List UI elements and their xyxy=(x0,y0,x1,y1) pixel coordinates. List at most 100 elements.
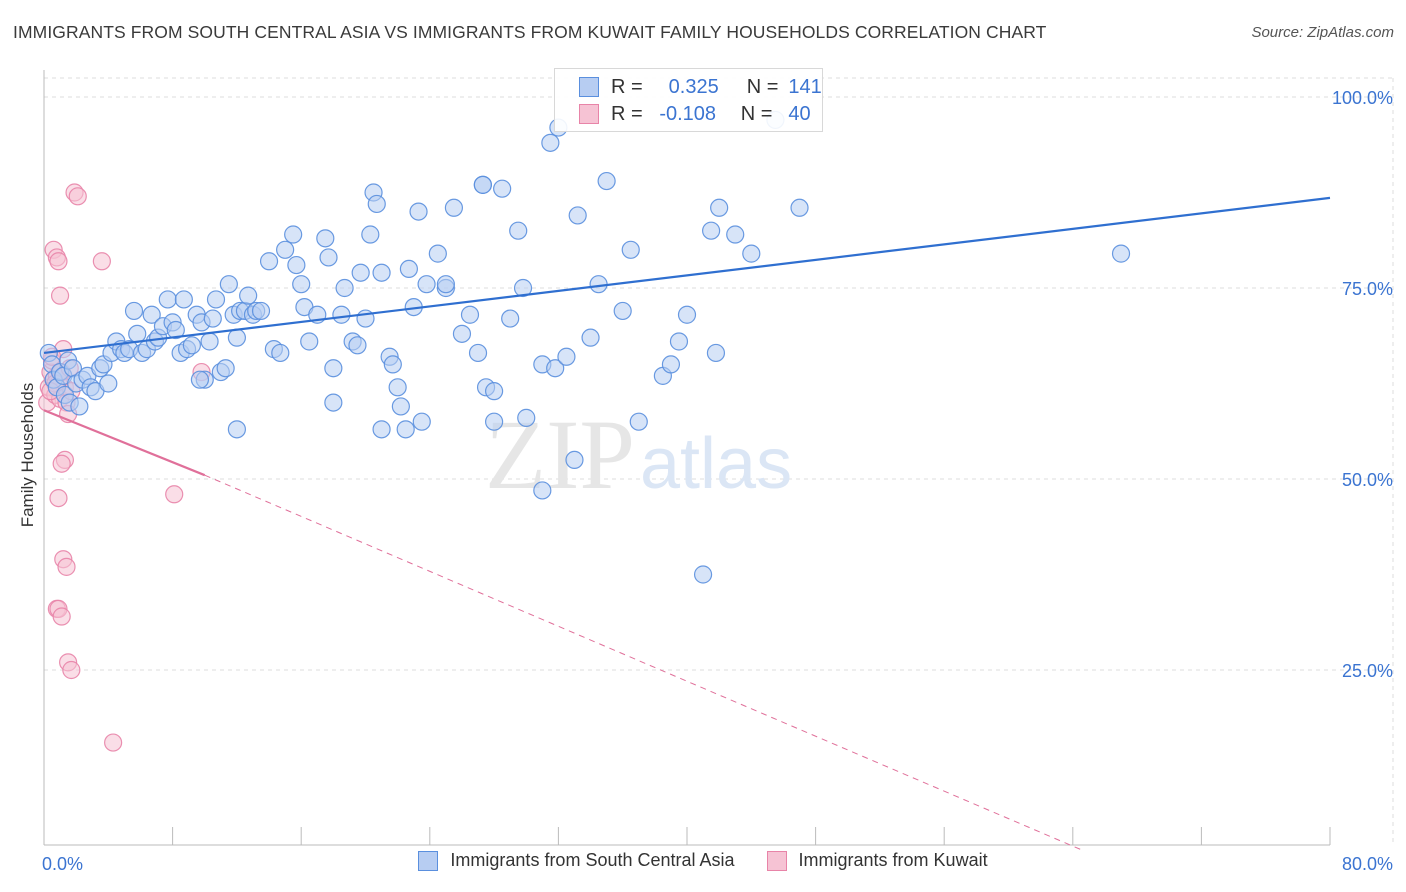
kuwait-point-30 xyxy=(62,660,81,680)
legend-label-kuwait: Immigrants from Kuwait xyxy=(798,850,988,870)
south-central-asia-point-34 xyxy=(166,320,185,340)
south-central-asia-point-107 xyxy=(557,347,576,366)
south-central-asia-point-110 xyxy=(581,328,600,347)
watermark-zip: ZIP xyxy=(485,399,635,510)
south-central-asia-point-24 xyxy=(124,301,144,321)
y-tick-label-75: 75.0% xyxy=(1342,279,1393,299)
south-central-asia-point-133 xyxy=(324,393,343,412)
y-tick-label-50: 50.0% xyxy=(1342,470,1393,490)
south-central-asia-point-86 xyxy=(409,202,428,221)
watermark: ZIP atlas xyxy=(485,399,792,510)
south-central-asia-point-91 xyxy=(444,198,464,217)
south-central-asia-point-118 xyxy=(669,332,689,351)
south-central-asia-point-121 xyxy=(702,221,721,240)
south-central-asia-point-93 xyxy=(460,305,480,324)
south-central-asia-point-130 xyxy=(372,420,391,439)
south-central-asia-point-92 xyxy=(452,324,472,343)
trend-line-south-central-asia xyxy=(43,196,1331,355)
legend-label-south-central-asia: Immigrants from South Central Asia xyxy=(450,850,735,870)
south-central-asia-point-52 xyxy=(239,286,258,305)
south-central-asia-point-98 xyxy=(493,179,512,198)
south-central-asia-point-113 xyxy=(613,301,632,321)
south-central-asia-point-49 xyxy=(227,328,246,347)
series-legend: Immigrants from South Central Asia Immig… xyxy=(0,850,1406,871)
south-central-asia-point-123 xyxy=(710,198,729,217)
axes xyxy=(43,70,1331,846)
south-central-asia-point-88 xyxy=(417,275,436,294)
south-central-asia-point-99 xyxy=(501,309,520,328)
south-central-asia-point-55 xyxy=(251,301,271,321)
y-axis-label: Family Households xyxy=(18,382,37,528)
south-central-asia-point-100 xyxy=(509,221,528,240)
south-central-asia-point-119 xyxy=(677,305,697,324)
south-central-asia-point-136 xyxy=(1111,244,1131,263)
correlation-legend: R = 0.325 N = 141 R = -0.108 N = 40 xyxy=(554,68,823,132)
south-central-asia-point-124 xyxy=(726,225,745,244)
kuwait-point-23 xyxy=(49,489,68,508)
kuwait-point-31 xyxy=(92,252,111,271)
south-central-asia-point-131 xyxy=(227,420,246,439)
legend-row-pink: R = -0.108 N = 40 xyxy=(579,101,811,127)
legend-swatch-south-central-asia xyxy=(418,850,439,871)
legend-n-label-pink: N = xyxy=(740,102,773,125)
south-central-asia-point-128 xyxy=(473,175,492,194)
legend-swatch-kuwait xyxy=(766,850,787,871)
legend-r-label-pink: R = xyxy=(611,102,643,125)
south-central-asia-point-112 xyxy=(597,171,616,191)
south-central-asia-point-59 xyxy=(276,240,295,259)
x-tick-label-min: 0.0% xyxy=(42,854,83,874)
south-central-asia-point-89 xyxy=(428,244,447,263)
kuwait-point-28 xyxy=(52,607,71,626)
south-central-asia-points xyxy=(39,110,1131,584)
south-central-asia-point-42 xyxy=(200,332,219,351)
south-central-asia-point-69 xyxy=(332,305,351,324)
kuwait-point-33 xyxy=(165,485,184,504)
south-central-asia-point-109 xyxy=(568,206,587,225)
south-central-asia-point-105 xyxy=(546,359,565,378)
south-central-asia-point-132 xyxy=(190,370,210,389)
south-central-asia-point-80 xyxy=(383,355,402,374)
south-central-asia-point-82 xyxy=(391,397,410,416)
south-central-asia-point-58 xyxy=(271,343,290,363)
south-central-asia-point-97 xyxy=(485,382,504,401)
chart-title: IMMIGRANTS FROM SOUTH CENTRAL ASIA VS IM… xyxy=(13,22,1047,42)
south-central-asia-point-61 xyxy=(287,255,306,275)
south-central-asia-point-114 xyxy=(621,240,640,259)
south-central-asia-point-78 xyxy=(372,263,391,282)
south-central-asia-point-70 xyxy=(335,278,354,298)
kuwait-point-22 xyxy=(52,454,71,473)
south-central-asia-point-120 xyxy=(693,565,713,584)
south-central-asia-point-66 xyxy=(316,229,335,248)
south-central-asia-point-36 xyxy=(174,290,193,309)
south-central-asia-point-46 xyxy=(216,359,235,378)
x-tick-label-max: 80.0% xyxy=(1342,854,1393,874)
south-central-asia-point-43 xyxy=(203,309,222,328)
south-central-asia-point-84 xyxy=(399,259,419,278)
kuwait-point-32 xyxy=(104,733,123,752)
south-central-asia-point-94 xyxy=(468,343,488,363)
south-central-asia-point-77 xyxy=(367,194,386,214)
south-central-asia-point-129 xyxy=(436,275,455,294)
south-central-asia-point-125 xyxy=(742,244,761,263)
south-central-asia-point-11 xyxy=(70,397,89,416)
south-central-asia-point-68 xyxy=(324,359,343,378)
south-central-asia-point-28 xyxy=(142,305,161,324)
kuwait-point-20 xyxy=(68,187,87,206)
tick-labels: 25.0% 50.0% 75.0% 100.0% 0.0% 80.0% xyxy=(42,88,1393,874)
legend-item-south-central-asia: Immigrants from South Central Asia xyxy=(418,850,735,871)
legend-swatch-pink xyxy=(579,104,599,124)
south-central-asia-point-117 xyxy=(661,355,681,374)
legend-row-blue: R = 0.325 N = 141 xyxy=(579,74,822,100)
south-central-asia-point-32 xyxy=(158,290,177,309)
trend-extension-kuwait xyxy=(204,474,1082,850)
legend-r-value-pink: -0.108 xyxy=(659,102,717,125)
south-central-asia-point-135 xyxy=(533,481,552,500)
south-central-asia-point-101 xyxy=(513,278,533,298)
south-central-asia-point-56 xyxy=(259,252,279,271)
south-central-asia-point-122 xyxy=(706,343,726,363)
south-central-asia-point-83 xyxy=(396,420,415,439)
legend-n-value-pink: 40 xyxy=(788,102,811,125)
south-central-asia-point-73 xyxy=(351,263,370,282)
south-central-asia-point-25 xyxy=(128,324,147,343)
